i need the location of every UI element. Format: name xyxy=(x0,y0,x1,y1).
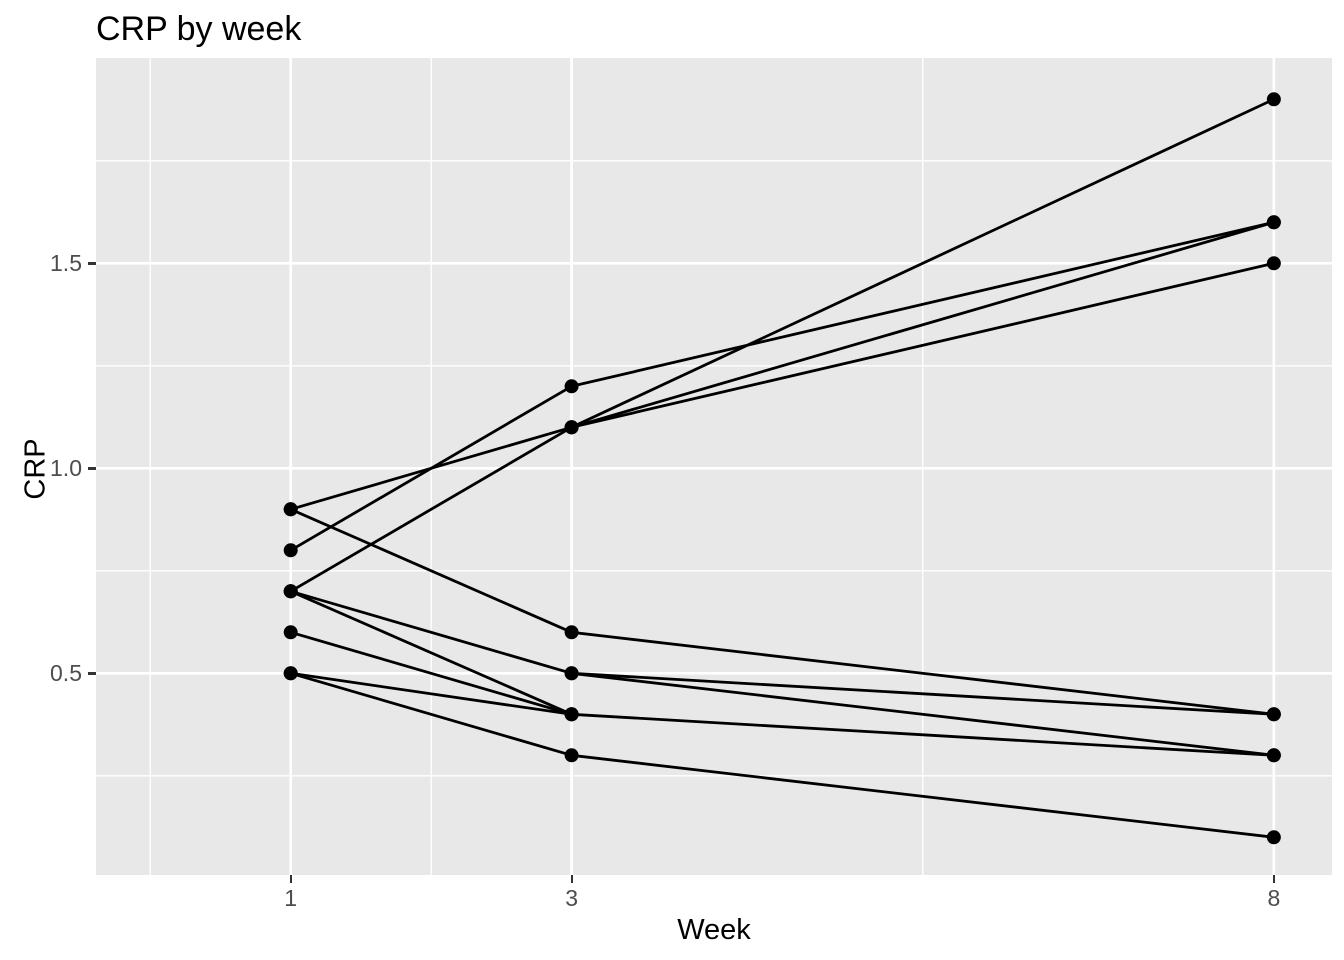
x-axis-title: Week xyxy=(677,914,751,946)
data-point-subject-2 xyxy=(283,543,298,558)
x-tick-label: 1 xyxy=(284,885,298,911)
data-point-subject-3 xyxy=(1266,92,1281,107)
data-point-subject-8 xyxy=(283,584,298,599)
y-axis-title: CRP xyxy=(19,438,52,500)
y-tick-label: 1.5 xyxy=(50,250,82,277)
series-line-subject-5 xyxy=(290,508,1275,716)
data-point-subject-4 xyxy=(564,420,579,435)
data-point-subject-7 xyxy=(564,666,579,681)
data-point-subject-11 xyxy=(1266,830,1281,845)
y-tick-label: 0.5 xyxy=(50,660,82,687)
y-tick-label: 1.0 xyxy=(50,455,82,482)
data-point-subject-10 xyxy=(1266,748,1281,763)
data-point-subject-10 xyxy=(564,707,579,722)
data-point-subject-6 xyxy=(1266,707,1281,722)
series-line-subject-7 xyxy=(571,671,1275,757)
x-tick-mark xyxy=(289,875,293,883)
data-point-subject-5 xyxy=(283,502,298,517)
x-tick-label: 3 xyxy=(565,885,578,911)
series-line-subject-3 xyxy=(289,98,1275,593)
y-tick-mark xyxy=(88,262,96,265)
chart-title: CRP by week xyxy=(96,10,302,48)
data-point-subject-11 xyxy=(283,666,298,681)
data-point-subject-5 xyxy=(564,625,579,640)
data-point-subject-2 xyxy=(1266,215,1281,230)
series-line-subject-9 xyxy=(290,630,572,716)
series-line-subject-8 xyxy=(290,590,573,716)
x-tick-mark xyxy=(570,875,574,883)
plot-panel xyxy=(96,58,1332,875)
chart-canvas xyxy=(96,58,1332,875)
data-point-subject-9 xyxy=(283,625,298,640)
data-point-subject-2 xyxy=(564,379,579,394)
y-tick-mark xyxy=(88,672,96,675)
data-point-subject-4 xyxy=(1266,256,1281,271)
x-tick-label: 8 xyxy=(1267,885,1281,911)
data-point-subject-11 xyxy=(564,748,579,763)
x-tick-mark xyxy=(1272,875,1276,883)
series-line-subject-4 xyxy=(571,261,1275,429)
series-line-subject-2 xyxy=(289,220,1275,552)
y-tick-mark xyxy=(88,467,96,470)
